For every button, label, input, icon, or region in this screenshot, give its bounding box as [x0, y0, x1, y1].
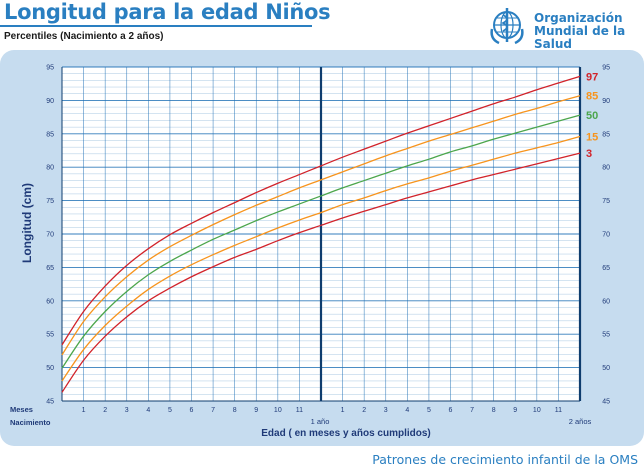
y-tick-label-right: 80	[602, 165, 610, 172]
y-tick-label-right: 55	[602, 332, 610, 339]
percentile-50-line	[61, 114, 581, 369]
title-underline	[0, 25, 312, 27]
y-tick-label-left: 80	[46, 165, 54, 172]
y-tick-label-right: 65	[602, 265, 610, 272]
percentile-97-line	[61, 75, 581, 346]
y-tick-label-left: 90	[46, 98, 54, 105]
x-tick-label: 2	[103, 407, 107, 414]
y-tick-label-left: 70	[46, 232, 54, 239]
y-tick-label-left: 95	[46, 65, 54, 72]
x-axis-title: Edad ( en meses y años cumplidos)	[261, 428, 431, 439]
y-axis-title: Longitud (cm)	[20, 183, 34, 263]
y-tick-label-right: 60	[602, 298, 610, 305]
y-tick-label-right: 95	[602, 65, 610, 72]
y-tick-label-left: 85	[46, 131, 54, 138]
y-tick-label-left: 45	[46, 399, 54, 406]
y-tick-label-right: 85	[602, 131, 610, 138]
percentile-85-line	[61, 95, 581, 356]
x-months-label: Meses	[10, 405, 33, 414]
year-label-1: 1 año	[311, 417, 330, 426]
y-tick-label-right: 50	[602, 365, 610, 372]
y-tick-label-left: 75	[46, 198, 54, 205]
y-tick-label-right: 75	[602, 198, 610, 205]
percentile-15-line	[61, 135, 581, 382]
x-tick-label: 6	[190, 407, 194, 414]
logo-line-1: Organización	[534, 11, 623, 25]
percentile-15-label: 15	[586, 131, 598, 143]
x-tick-label: 3	[384, 407, 388, 414]
y-tick-label-right: 45	[602, 399, 610, 406]
page-subtitle: Percentiles (Nacimiento a 2 años)	[4, 31, 164, 42]
y-tick-label-right: 90	[602, 98, 610, 105]
who-emblem-icon	[490, 8, 524, 45]
x-tick-label: 6	[449, 407, 453, 414]
x-tick-label: 10	[533, 407, 541, 414]
x-tick-label: 4	[405, 407, 409, 414]
x-tick-label: 7	[470, 407, 474, 414]
x-tick-label: 3	[125, 407, 129, 414]
year-label-2: 2 años	[569, 417, 592, 426]
who-logo: Organización Mundial de la Salud	[487, 5, 644, 51]
x-tick-label: 11	[296, 407, 303, 414]
x-tick-label: 1	[341, 407, 345, 414]
y-tick-label-left: 50	[46, 365, 54, 372]
x-tick-label: 1	[82, 407, 86, 414]
x-tick-label: 11	[555, 407, 562, 414]
x-tick-label: 5	[168, 407, 172, 414]
x-tick-label: 7	[211, 407, 215, 414]
x-tick-label: 4	[146, 407, 150, 414]
y-tick-label-left: 65	[46, 265, 54, 272]
x-tick-label: 5	[427, 407, 431, 414]
y-tick-label-left: 55	[46, 332, 54, 339]
percentile-3-line	[61, 152, 581, 393]
x-tick-label: 8	[492, 407, 496, 414]
x-tick-label: 2	[362, 407, 366, 414]
percentile-3-label: 3	[586, 148, 592, 160]
y-tick-label-left: 60	[46, 298, 54, 305]
page-title: Longitud para la edad Niños	[4, 0, 331, 24]
logo-line-2: Mundial de la Salud	[534, 24, 626, 51]
y-tick-label-right: 70	[602, 232, 610, 239]
x-tick-label: 10	[274, 407, 282, 414]
x-start-label: Nacimiento	[10, 418, 51, 427]
percentile-97-label: 97	[586, 71, 598, 83]
x-tick-label: 8	[233, 407, 237, 414]
percentile-50-label: 50	[586, 110, 598, 122]
footer-text: Patrones de crecimiento infantil de la O…	[372, 452, 638, 467]
percentile-85-label: 85	[586, 91, 598, 103]
x-tick-label: 9	[513, 407, 517, 414]
x-tick-label: 9	[254, 407, 258, 414]
